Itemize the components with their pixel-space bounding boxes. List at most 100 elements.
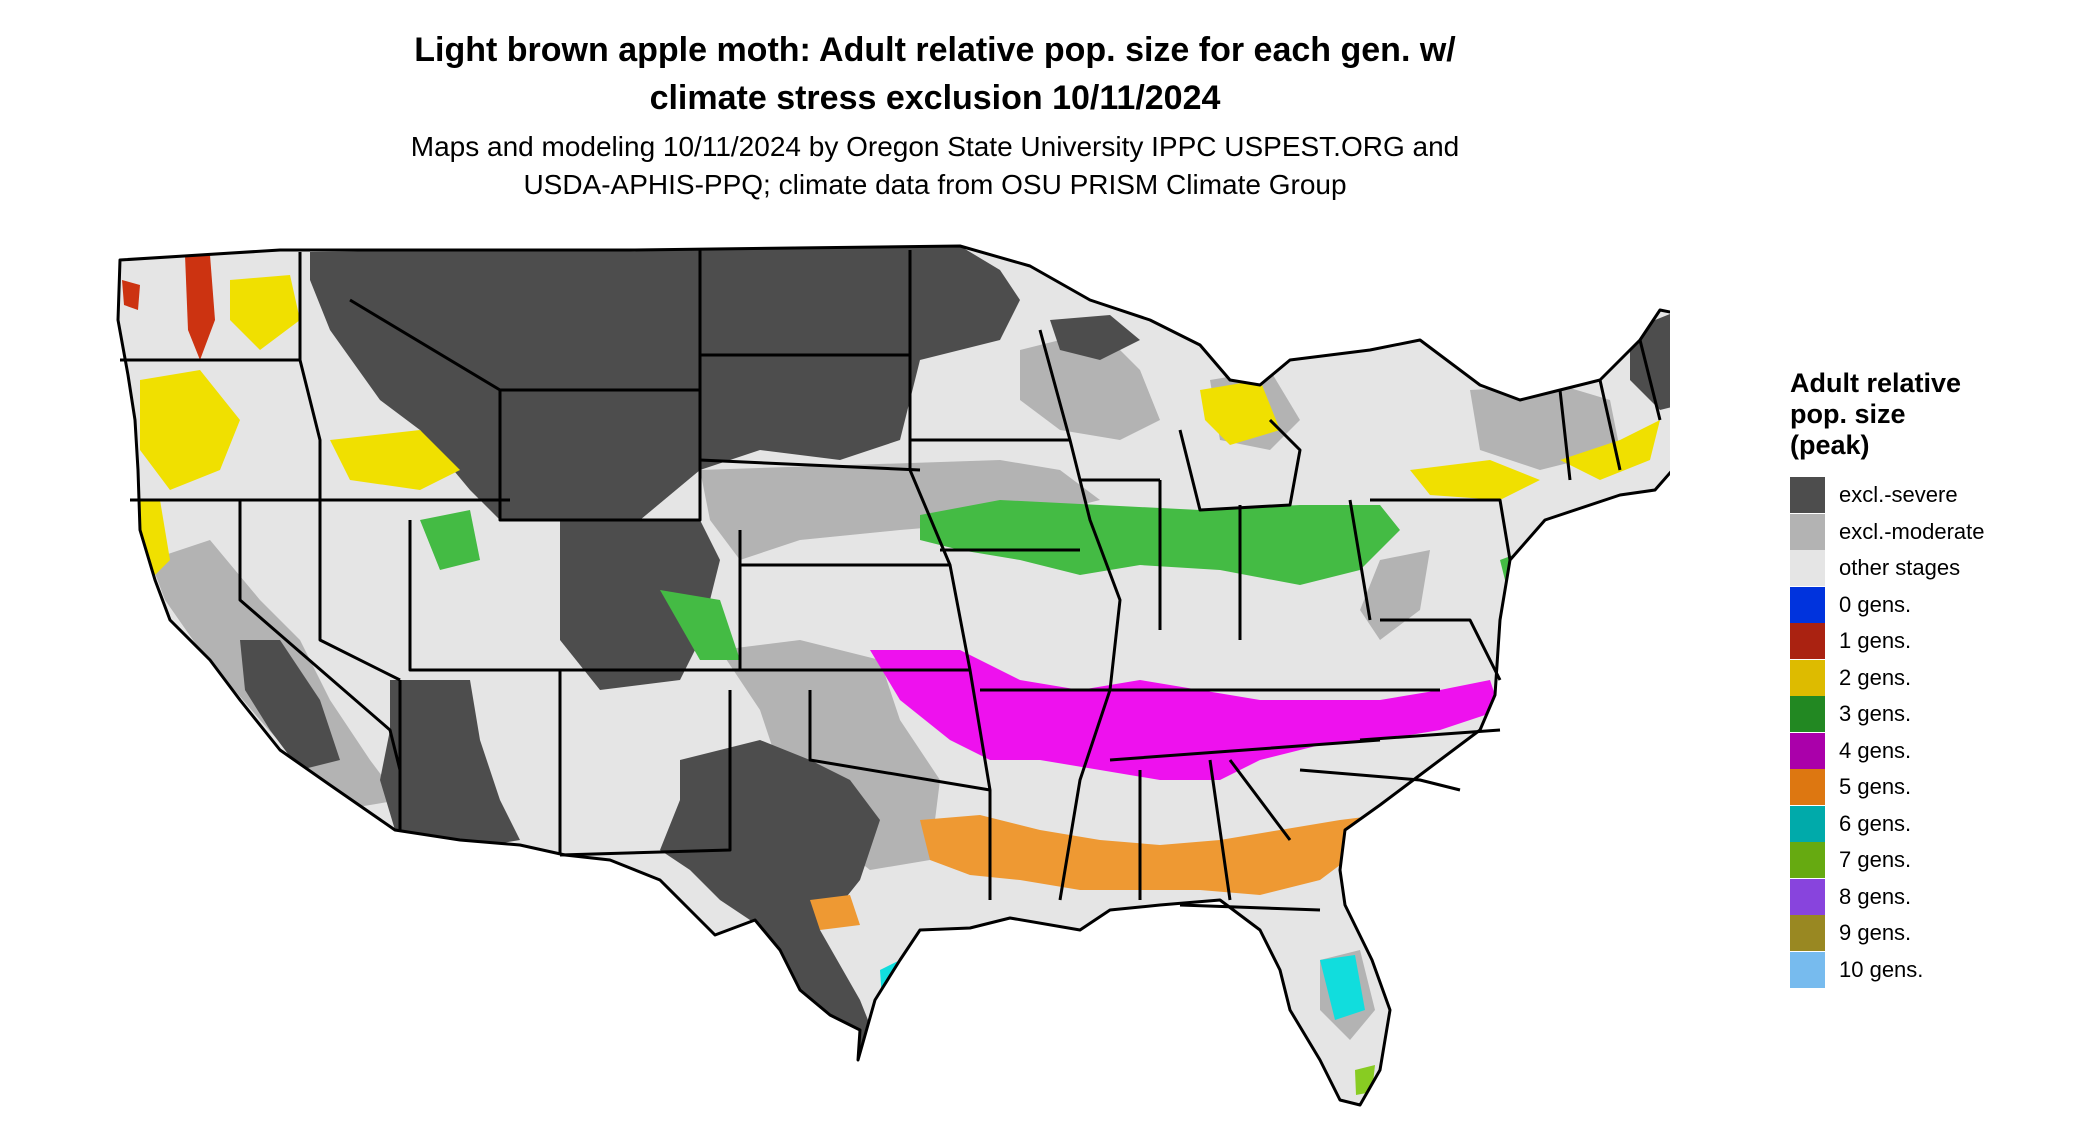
legend-label: 5 gens.: [1839, 774, 1912, 800]
region-severe-southwest: [380, 680, 520, 850]
region-6gens-texas-coast: [880, 960, 900, 1045]
map-subtitle-line-2: USDA-APHIS-PPQ; climate data from OSU PR…: [523, 169, 1347, 200]
regions-2-gens: [135, 275, 1660, 580]
state-border-co-ut-south: [408, 520, 742, 672]
state-border-in-oh: [1238, 499, 1372, 640]
region-3gens-great-basin: [420, 510, 480, 570]
state-border-tennessee-kentucky: [980, 688, 1440, 762]
state-border-sd-ne: [699, 458, 921, 472]
state-border-florida-north: [1179, 903, 1321, 912]
region-2gens-northwest: [140, 370, 240, 490]
regions-1-gens: [122, 255, 215, 360]
legend-label: 0 gens.: [1839, 591, 1912, 617]
legend-swatch: [1790, 477, 1825, 514]
legend-swatch: [1790, 550, 1825, 587]
region-moderate-great-lakes: [1020, 330, 1160, 440]
region-2gens-michigan: [1200, 380, 1280, 445]
state-border-plains-east: [908, 250, 992, 900]
legend-items: excl.-severe excl.-moderate other stages 0 …: [1790, 477, 2090, 988]
region-2gens-cascades: [230, 275, 300, 350]
legend-swatch: [1790, 659, 1825, 696]
state-borders: [116, 244, 1670, 1107]
state-border-ok-tx: [808, 690, 991, 792]
legend-label: 7 gens.: [1839, 847, 1912, 873]
legend-label: 3 gens.: [1839, 701, 1912, 727]
region-severe-sierra: [240, 640, 340, 770]
legend-label: 1 gens.: [1839, 628, 1912, 654]
region-severe-northern-rockies-plains: [310, 246, 1020, 520]
state-border-mississippi-river: [1038, 329, 1122, 901]
region-5gens-south-texas: [810, 895, 860, 930]
legend-item: 2 gens.: [1790, 659, 2090, 697]
legend-title-line-3: (peak): [1790, 430, 1870, 460]
legend-label: 9 gens.: [1839, 920, 1912, 946]
region-moderate-appalachia: [1360, 550, 1430, 640]
region-severe-lake-superior: [1050, 315, 1140, 360]
legend-swatch: [1790, 623, 1825, 660]
legend-item: 6 gens.: [1790, 805, 2090, 843]
state-border-nv-east: [318, 500, 401, 682]
legend-swatch: [1790, 805, 1825, 842]
state-border-oh-pa-va: [1370, 498, 1512, 681]
legend-label: excl.-severe: [1839, 482, 1958, 508]
legend-label: 4 gens.: [1839, 737, 1912, 763]
region-moderate-plains-north: [700, 460, 1100, 560]
region-2gens-new-york: [1410, 460, 1540, 500]
state-border-nm-tx: [559, 690, 732, 857]
region-moderate-plains-south: [720, 640, 940, 870]
legend-item: 3 gens.: [1790, 696, 2090, 733]
legend-item: 0 gens.: [1790, 586, 2090, 624]
region-4gens-mid-south: [870, 650, 1500, 780]
legend-swatch: [1790, 951, 1825, 988]
region-2gens-new-england: [1560, 420, 1660, 480]
legend-title-line-2: pop. size: [1790, 399, 1906, 429]
regions-excl-severe: [240, 246, 1670, 1060]
region-1gens-olympics: [122, 280, 140, 310]
legend-label: 8 gens.: [1839, 883, 1912, 909]
legend-swatch: [1790, 586, 1825, 623]
region-severe-texas: [660, 740, 880, 1060]
legend-swatch: [1790, 915, 1825, 952]
legend: Adult relative pop. size (peak) excl.-se…: [1790, 368, 2090, 988]
legend-swatch: [1790, 732, 1825, 769]
map-subtitle: Maps and modeling 10/11/2024 by Oregon S…: [330, 128, 1540, 204]
legend-swatch: [1790, 842, 1825, 879]
state-border-carolinas: [1299, 728, 1501, 792]
regions-5-gens: [810, 815, 1380, 930]
legend-item: 5 gens.: [1790, 769, 2090, 806]
region-7gens-florida-keys: [1355, 1065, 1375, 1095]
state-border-idaho-west: [298, 252, 322, 500]
legend-title: Adult relative pop. size (peak): [1790, 368, 2090, 461]
region-3gens-front-range: [660, 590, 740, 660]
legend-item: excl.-moderate: [1790, 513, 2090, 551]
map-subtitle-line-1: Maps and modeling 10/11/2024 by Oregon S…: [410, 131, 1460, 162]
map-title-line-1: Light brown apple moth: Adult relative p…: [414, 31, 1456, 69]
map-title: Light brown apple moth: Adult relative p…: [330, 26, 1540, 122]
legend-swatch: [1790, 769, 1825, 806]
state-border-ca-nv: [238, 500, 402, 771]
state-border-az-nm: [398, 670, 562, 855]
legend-swatch: [1790, 513, 1825, 550]
state-border-mn-ia-mo: [910, 438, 1080, 552]
regions-4-gens: [870, 650, 1500, 780]
region-1gens-cascades: [185, 255, 215, 360]
state-border-new-england: [1558, 339, 1662, 481]
region-2gens-idaho: [330, 430, 460, 490]
legend-item: excl.-severe: [1790, 477, 2090, 514]
legend-label: 6 gens.: [1839, 810, 1912, 836]
map-title-line-2: climate stress exclusion 10/11/2024: [649, 79, 1221, 117]
legend-item: 7 gens.: [1790, 842, 2090, 879]
region-moderate-new-york: [1470, 385, 1620, 470]
legend-item: 1 gens.: [1790, 623, 2090, 660]
legend-swatch: [1790, 696, 1825, 733]
legend-item: 4 gens.: [1790, 732, 2090, 770]
state-border-ms-al-ga: [1138, 759, 1292, 901]
legend-item: 8 gens.: [1790, 878, 2090, 916]
regions-7-gens: [1355, 1065, 1375, 1095]
legend-item: 9 gens.: [1790, 915, 2090, 952]
legend-swatch: [1790, 878, 1825, 915]
region-6gens-florida: [1320, 955, 1365, 1020]
region-severe-colorado: [560, 520, 720, 690]
legend-item: 10 gens.: [1790, 951, 2090, 989]
state-border-michigan-lower: [1178, 418, 1302, 512]
